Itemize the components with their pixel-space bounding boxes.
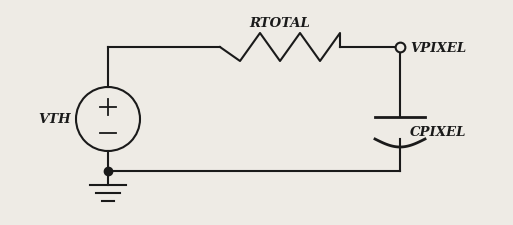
Text: RTOTAL: RTOTAL xyxy=(249,17,310,30)
Text: CPIXEL: CPIXEL xyxy=(410,126,466,139)
Text: VPIXEL: VPIXEL xyxy=(410,41,466,54)
Text: VTH: VTH xyxy=(38,113,71,126)
